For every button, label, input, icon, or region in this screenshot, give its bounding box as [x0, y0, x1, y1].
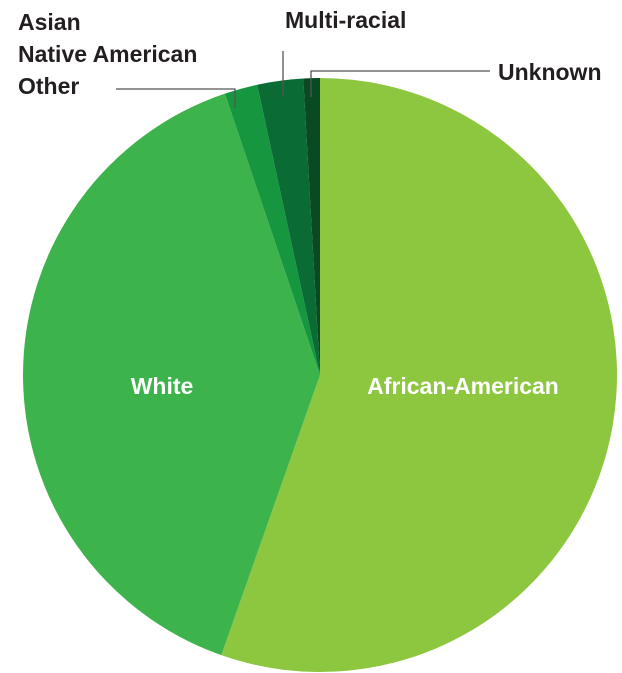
- label-unknown: Unknown: [498, 59, 602, 85]
- label-white: White: [131, 373, 194, 399]
- pie-slices: [22, 78, 618, 672]
- leader-lines: [116, 51, 490, 108]
- pie-slice-other: [224, 84, 320, 375]
- leader-line-unknown: [310, 70, 490, 97]
- slice-labels: African-American White Asian Native America…: [18, 7, 602, 399]
- pie-slice-multi-racial: [257, 78, 320, 376]
- label-african-american: African-American: [367, 373, 559, 399]
- label-other: Other: [18, 73, 79, 99]
- label-native-american: Native American: [18, 41, 197, 67]
- pie-slice-unknown: [303, 78, 320, 375]
- label-asian: Asian: [18, 9, 81, 35]
- leader-line-other: [116, 88, 236, 108]
- pie-slice-white: [22, 93, 320, 656]
- label-multi-racial: Multi-racial: [285, 7, 406, 33]
- pie-slice-african-american: [221, 78, 618, 672]
